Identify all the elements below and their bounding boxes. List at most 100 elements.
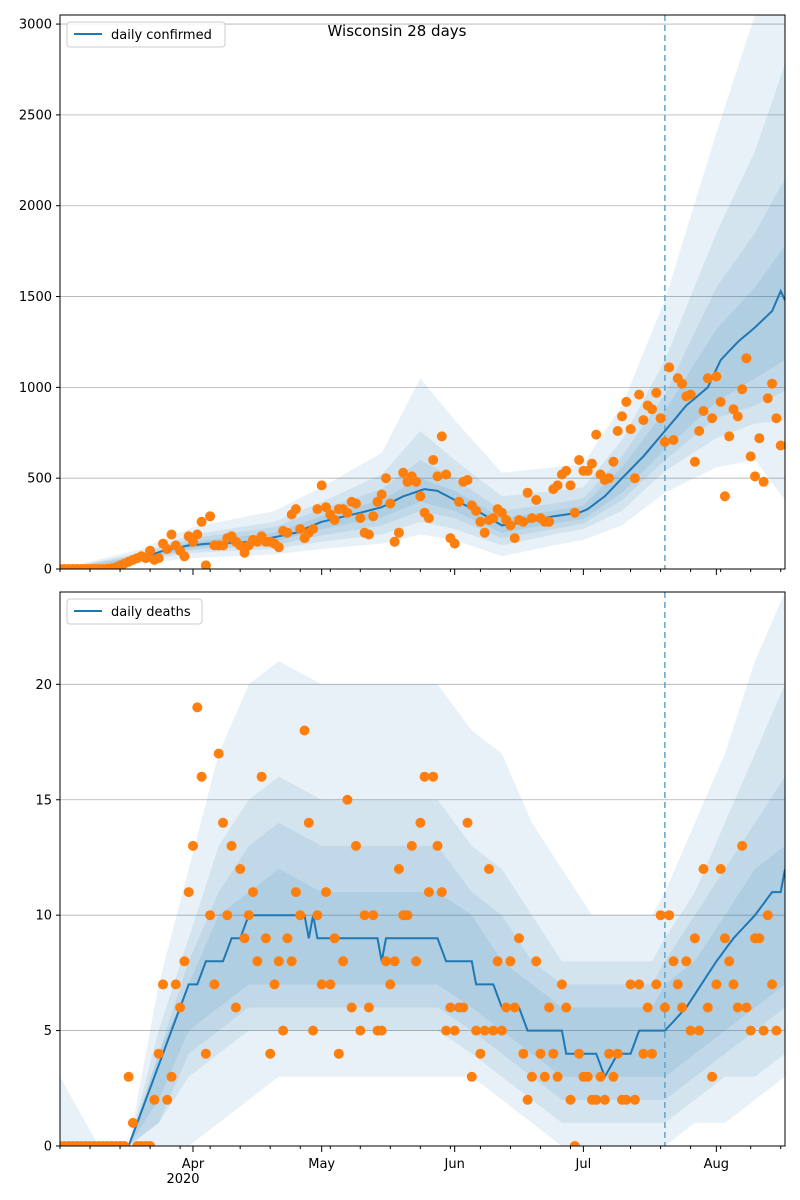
data-point <box>432 471 443 482</box>
axes-frame <box>59 591 786 1147</box>
data-point <box>196 516 207 527</box>
data-point <box>505 956 516 967</box>
data-point <box>423 887 434 898</box>
data-point <box>711 371 722 382</box>
y-tick-label: 0 <box>44 563 52 578</box>
y-tick-label: 20 <box>35 678 52 693</box>
data-point <box>226 840 237 851</box>
data-point <box>471 505 482 516</box>
data-point <box>282 933 293 944</box>
data-point <box>312 910 323 921</box>
data-point <box>149 1094 160 1105</box>
confirmed-chart: 0 500 1000 1500 2000 2500 3000 Wisconsin 28 da… <box>19 14 786 578</box>
data-point <box>230 1002 241 1013</box>
data-point <box>145 545 156 556</box>
data-point <box>565 1094 576 1105</box>
data-point <box>608 456 619 467</box>
data-point <box>694 426 705 436</box>
data-point <box>290 887 301 898</box>
data-point <box>273 956 284 967</box>
data-point <box>411 476 422 487</box>
data-point <box>162 544 173 554</box>
data-point <box>436 887 447 898</box>
data-point <box>659 1002 670 1013</box>
data-point <box>758 476 769 487</box>
data-point <box>213 748 224 759</box>
data-point <box>183 887 194 898</box>
x-axis: Apr May Jun Jul Aug <box>59 1146 782 1172</box>
data-point <box>179 956 190 967</box>
data-point <box>342 507 353 518</box>
data-point <box>552 480 563 491</box>
data-point <box>192 702 203 713</box>
data-point <box>205 511 216 522</box>
data-point <box>385 979 396 990</box>
data-point <box>346 1002 357 1013</box>
data-point <box>634 389 645 400</box>
data-point <box>617 411 627 422</box>
data-point <box>745 1025 756 1036</box>
data-point <box>634 979 645 990</box>
data-point <box>449 1025 460 1036</box>
deaths-chart: 0 5 10 15 20 Apr May Jun Jul Aug daily deaths <box>35 591 786 1172</box>
data-point <box>419 771 430 782</box>
uncertainty-band <box>60 178 785 569</box>
data-point <box>732 411 743 422</box>
data-point <box>522 487 533 498</box>
uncertainty-band <box>60 15 785 569</box>
data-point <box>153 553 164 564</box>
y-axis: 0 5 10 15 20 <box>35 678 60 1155</box>
data-point <box>308 524 319 534</box>
data-point <box>531 495 542 505</box>
data-point <box>488 513 499 524</box>
data-point <box>745 451 756 462</box>
data-point <box>638 415 649 426</box>
x-tick-label: May <box>308 1157 335 1172</box>
data-point <box>608 1071 619 1082</box>
data-point <box>574 455 585 465</box>
data-point <box>702 373 713 384</box>
data-point <box>316 480 327 491</box>
data-point <box>707 1071 718 1082</box>
data-point <box>218 540 228 551</box>
data-point <box>522 1094 533 1105</box>
data-point <box>462 475 473 485</box>
data-point <box>166 1071 177 1082</box>
data-point <box>647 404 657 415</box>
data-point <box>325 979 336 990</box>
data-point <box>719 933 730 944</box>
data-point <box>355 513 366 524</box>
data-point <box>625 979 636 990</box>
data-point <box>299 725 310 736</box>
data-point <box>492 956 503 967</box>
data-point <box>561 1002 572 1013</box>
data-point <box>685 389 696 400</box>
data-point <box>621 1094 632 1105</box>
data-point <box>509 1002 520 1013</box>
data-point <box>423 513 434 524</box>
data-point <box>484 864 494 874</box>
data-point <box>715 396 726 407</box>
data-point <box>771 1025 782 1036</box>
data-point <box>389 536 400 547</box>
axes-frame <box>59 14 786 570</box>
x-year-label: 2020 <box>166 1172 199 1187</box>
data-point <box>166 529 177 540</box>
data-point <box>235 540 246 551</box>
data-point <box>612 426 623 436</box>
data-point <box>239 933 250 944</box>
data-point <box>526 513 537 524</box>
y-tick-label: 1500 <box>19 290 52 305</box>
data-point <box>496 507 507 518</box>
data-point <box>158 979 168 990</box>
data-point <box>466 1071 477 1082</box>
data-point <box>638 1048 649 1059</box>
data-point <box>479 527 490 538</box>
data-point <box>123 1071 134 1082</box>
data-point <box>415 817 426 828</box>
y-tick-label: 1000 <box>19 381 52 396</box>
data-point <box>321 887 331 898</box>
data-point <box>445 1002 456 1013</box>
chart-title: Wisconsin 28 days <box>328 22 467 40</box>
